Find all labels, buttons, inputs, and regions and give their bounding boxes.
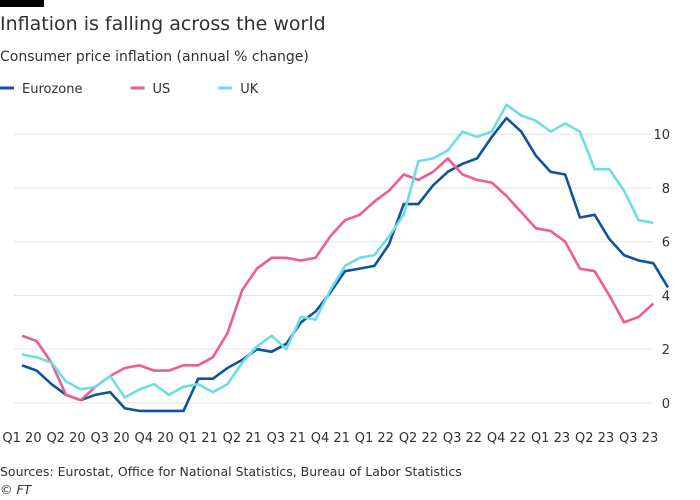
plot-area: 0 2 4 6 8 10 Q1 20 Q2 20 Q3 20 Q4 20 Q1 21 Q2 21 Q3 …: [2, 103, 670, 446]
series-line: [21, 116, 670, 413]
source-note: Sources: Eurostat, Office for National S…: [0, 464, 462, 479]
x-tick-label: Q4 21: [311, 431, 350, 446]
x-tick-label: Q3 21: [267, 431, 306, 446]
y-tick-label: 2: [662, 343, 670, 358]
x-tick-label: Q4 22: [487, 431, 526, 446]
x-tick-label: Q1 20: [2, 431, 41, 446]
legend: Eurozone US UK: [0, 82, 259, 97]
chart-subtitle: Consumer price inflation (annual % chang…: [0, 49, 309, 65]
x-tick-label: Q2 22: [399, 431, 438, 446]
y-tick-label: 8: [662, 182, 670, 197]
legend-label: US: [152, 82, 170, 97]
legend-label: Eurozone: [22, 82, 82, 97]
chart-title: Inflation is falling across the world: [0, 13, 326, 35]
x-tick-label: Q3 20: [90, 431, 129, 446]
x-tick-label: Q3 23: [619, 431, 658, 446]
y-tick-label: 4: [662, 289, 670, 304]
series-line: [21, 157, 655, 402]
y-tick-label: 6: [662, 236, 670, 251]
x-tick-label: Q1 23: [531, 431, 570, 446]
x-tick-label: Q1 21: [179, 431, 218, 446]
x-tick-label: Q4 20: [135, 431, 174, 446]
credit: © FT: [0, 482, 33, 497]
y-tick-label: 10: [653, 128, 670, 143]
x-tick-label: Q1 22: [355, 431, 394, 446]
brand-bar: [0, 0, 44, 7]
legend-label: UK: [240, 82, 259, 97]
series-line: [21, 103, 654, 399]
y-tick-label: 0: [662, 397, 670, 412]
x-tick-label: Q2 21: [223, 431, 262, 446]
x-tick-label: Q2 20: [46, 431, 85, 446]
x-tick-label: Q3 22: [443, 431, 482, 446]
x-tick-label: Q2 23: [575, 431, 614, 446]
